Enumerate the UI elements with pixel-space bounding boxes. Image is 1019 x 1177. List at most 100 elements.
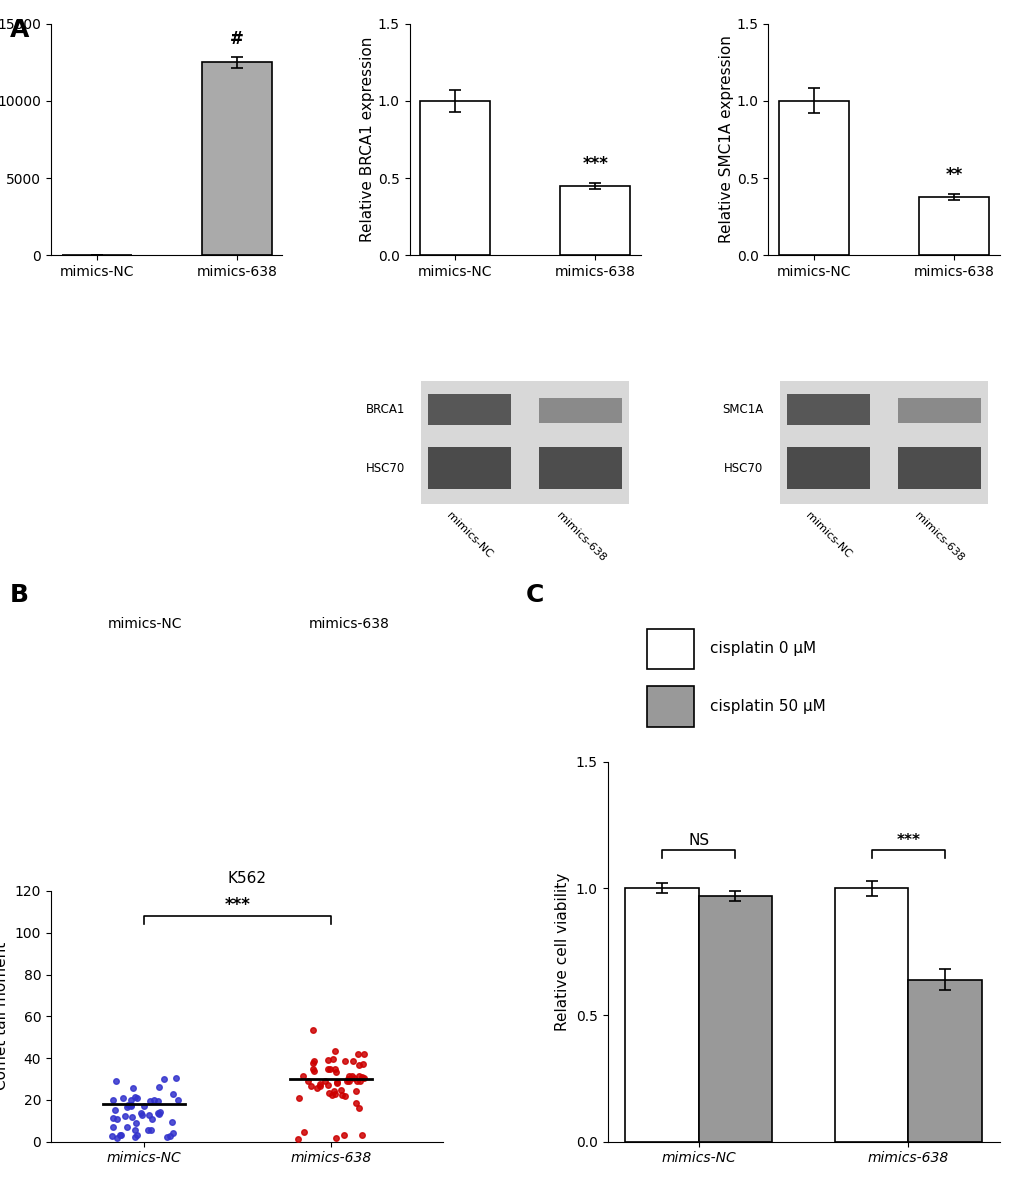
Point: [336, 1086, 353, 1105]
Bar: [897, 398, 980, 423]
Point: [296, 1123, 312, 1142]
Point: [333, 1085, 350, 1104]
Point: [355, 1055, 371, 1073]
Point: [289, 1130, 306, 1149]
Bar: [835, 889, 908, 1142]
Bar: [202, 62, 272, 255]
Point: [142, 1092, 158, 1111]
Bar: [420, 101, 490, 255]
Point: [356, 1045, 372, 1064]
Point: [164, 1112, 180, 1131]
Point: [108, 1072, 124, 1091]
Text: cisplatin 50 μM: cisplatin 50 μM: [709, 699, 824, 714]
Point: [322, 1059, 338, 1078]
Bar: [625, 889, 698, 1142]
Bar: [698, 896, 771, 1142]
Circle shape: [77, 650, 111, 683]
Point: [316, 1071, 332, 1090]
Point: [127, 1113, 144, 1132]
Point: [126, 1121, 143, 1139]
Text: ***: ***: [896, 833, 919, 847]
Point: [124, 1078, 141, 1097]
Point: [320, 1076, 336, 1095]
Title: K562: K562: [227, 871, 266, 885]
Point: [107, 1100, 123, 1119]
Bar: [428, 394, 511, 425]
Point: [128, 1089, 145, 1108]
Point: [346, 1069, 363, 1088]
Point: [306, 1062, 322, 1080]
Point: [327, 1042, 343, 1060]
Point: [122, 1096, 139, 1115]
Point: [120, 1096, 137, 1115]
Point: [327, 1059, 343, 1078]
Point: [305, 1020, 321, 1039]
Point: [305, 1053, 321, 1072]
Point: [140, 1121, 156, 1139]
Bar: [646, 629, 693, 669]
Y-axis label: Relative cell viability: Relative cell viability: [554, 872, 570, 1031]
Point: [351, 1098, 367, 1117]
Point: [151, 1078, 167, 1097]
Circle shape: [157, 667, 190, 699]
Text: C: C: [525, 583, 543, 606]
Y-axis label: Relative BRCA1 expression: Relative BRCA1 expression: [360, 36, 375, 242]
Point: [326, 1082, 342, 1100]
Point: [152, 1103, 168, 1122]
Point: [104, 1126, 120, 1145]
Point: [354, 1125, 370, 1144]
Point: [347, 1093, 364, 1112]
Bar: [918, 197, 988, 255]
Point: [126, 1088, 143, 1106]
Point: [122, 1090, 139, 1109]
Point: [291, 1089, 308, 1108]
Ellipse shape: [329, 722, 424, 731]
Point: [135, 1106, 151, 1125]
Text: ***: ***: [224, 896, 251, 913]
Point: [123, 1108, 140, 1126]
Text: BRCA1: BRCA1: [365, 403, 405, 415]
Point: [335, 1125, 352, 1144]
Point: [300, 1071, 316, 1090]
Point: [347, 1082, 364, 1100]
Point: [151, 1105, 167, 1124]
Text: ***: ***: [582, 155, 607, 173]
Text: mimics-NC: mimics-NC: [444, 510, 494, 559]
Point: [119, 1097, 136, 1116]
Point: [105, 1118, 121, 1137]
Text: mimics-638: mimics-638: [553, 510, 606, 563]
Point: [354, 1068, 370, 1086]
Point: [109, 1129, 125, 1148]
Point: [159, 1128, 175, 1146]
Point: [312, 1077, 328, 1096]
Point: [169, 1091, 185, 1110]
Point: [136, 1097, 152, 1116]
Bar: [897, 447, 980, 488]
Point: [350, 1045, 366, 1064]
Point: [351, 1056, 367, 1075]
Point: [164, 1124, 180, 1143]
Point: [320, 1084, 336, 1103]
Point: [337, 1052, 354, 1071]
Point: [325, 1050, 341, 1069]
Bar: [786, 394, 869, 425]
Point: [114, 1089, 130, 1108]
Circle shape: [119, 713, 152, 746]
Text: **: **: [945, 166, 962, 185]
Point: [351, 1068, 367, 1086]
Point: [126, 1128, 143, 1146]
Point: [143, 1121, 159, 1139]
Bar: [786, 447, 869, 488]
Point: [328, 1073, 344, 1092]
Point: [333, 1080, 350, 1099]
Title: mimics-NC: mimics-NC: [108, 617, 182, 631]
Point: [339, 1069, 356, 1088]
Point: [150, 1091, 166, 1110]
Bar: [777, 101, 848, 255]
Point: [319, 1059, 335, 1078]
Point: [109, 1110, 125, 1129]
Text: mimics-NC: mimics-NC: [803, 510, 852, 559]
Point: [308, 1078, 324, 1097]
Text: A: A: [10, 18, 30, 41]
Point: [104, 1091, 120, 1110]
